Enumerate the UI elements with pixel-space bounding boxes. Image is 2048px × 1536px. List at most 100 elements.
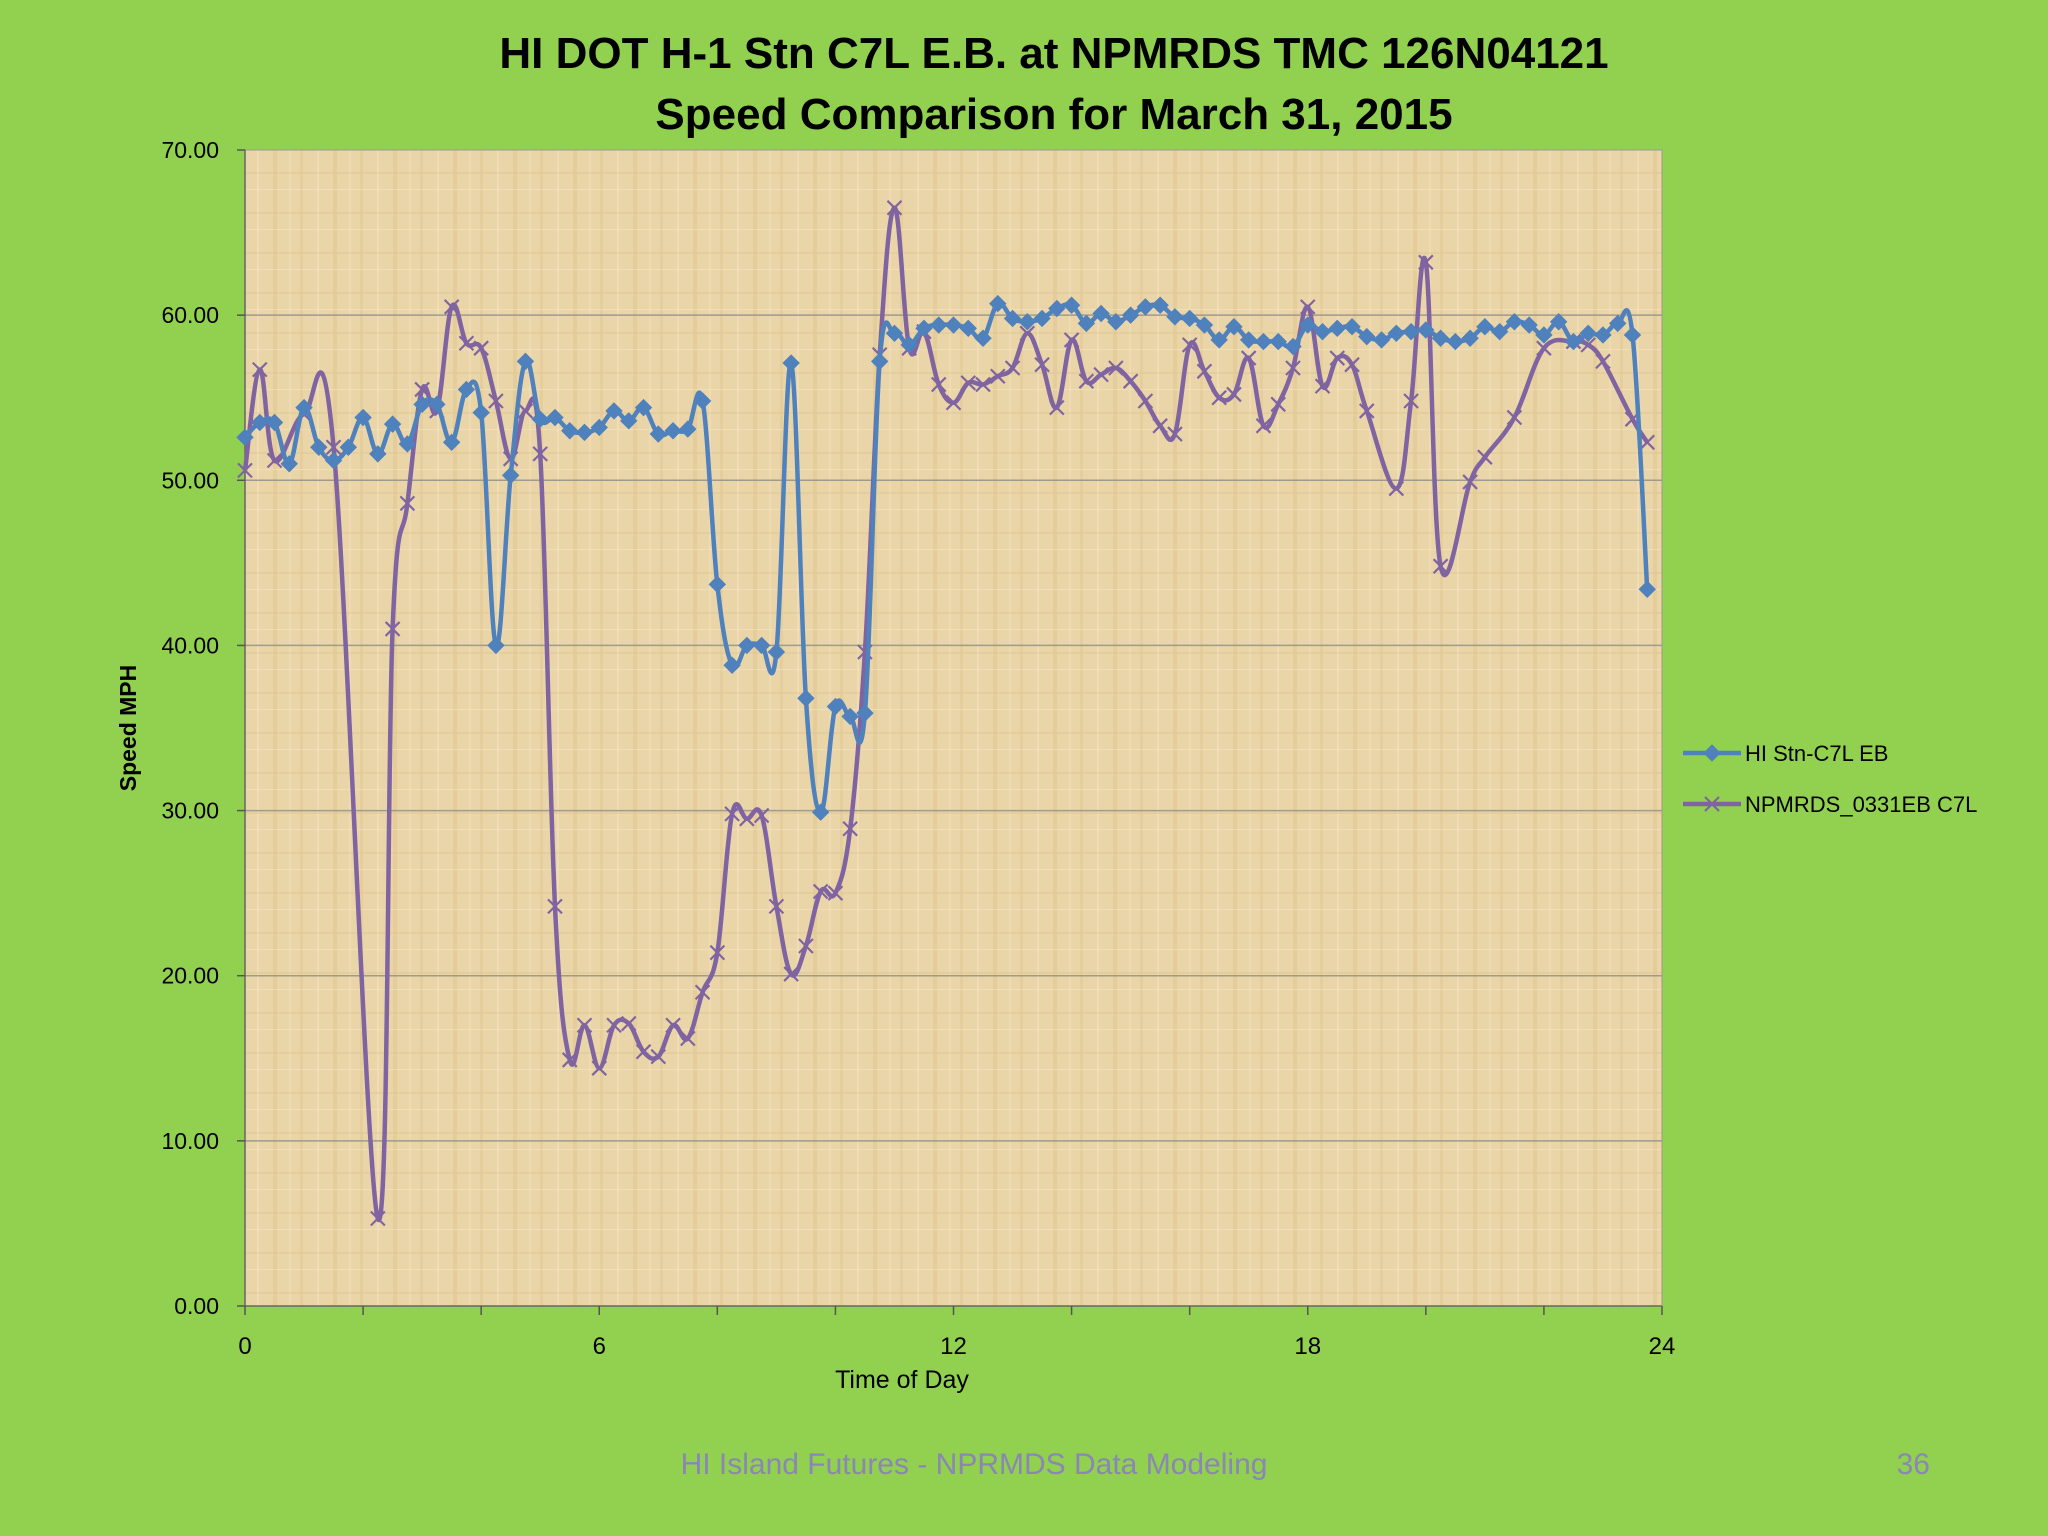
data-point [900,336,918,354]
data-point [1372,331,1391,349]
data-point [797,689,815,707]
data-point [414,381,430,398]
x-tick-label: 24 [1649,1333,1676,1360]
data-point [1034,356,1050,373]
data-point [1299,299,1316,315]
data-point [811,803,830,821]
data-point [634,398,653,417]
data-point [1432,558,1449,574]
legend-item: NPMRDS_0331EB C7L [1683,792,1977,817]
data-point [1520,316,1538,334]
data-point [1506,409,1523,426]
data-point [517,403,534,419]
data-point [680,1030,696,1047]
data-point [1108,360,1124,376]
data-point [1505,313,1524,331]
data-point [251,361,268,378]
data-point [384,621,401,637]
data-point [1639,434,1656,451]
data-point [1211,389,1227,406]
data-point [398,435,417,453]
data-point [383,415,402,433]
y-tick-label: 60.00 [161,302,219,328]
data-point [354,408,372,427]
data-point [650,1048,667,1065]
y-tick-label: 40.00 [161,632,219,658]
data-point [413,395,431,414]
data-point [1063,332,1080,348]
data-point [1418,254,1434,271]
legend-label: NPMRDS_0331EB C7L [1745,792,1977,817]
x-tick-label: 0 [238,1333,251,1360]
data-point [1638,580,1656,598]
data-point [620,1015,637,1032]
data-point [1609,314,1627,333]
data-point [266,452,283,469]
data-point [1580,337,1596,353]
data-point [399,495,416,512]
data-point [842,820,858,837]
data-point [738,636,756,655]
data-point [1004,360,1021,376]
data-point [885,324,904,343]
data-point [724,806,740,822]
data-point [590,418,608,437]
data-point [990,368,1006,385]
data-point [930,376,947,393]
data-point [369,445,387,463]
data-point [531,410,549,428]
data-point [1388,480,1405,497]
data-point [1167,426,1183,442]
data-point [325,439,342,456]
data-point [1152,418,1168,434]
data-point [1462,474,1478,490]
data-point [1195,316,1214,334]
data-point [265,413,284,432]
data-point [1359,403,1375,419]
data-point [798,938,814,954]
data-point [1417,321,1435,339]
data-point [693,392,712,410]
data-point [1477,449,1493,465]
data-point [930,316,948,334]
y-tick-label: 30.00 [161,798,219,824]
data-point [1536,340,1552,356]
data-point [1328,319,1346,338]
data-point [1107,313,1125,331]
data-point [442,433,461,452]
y-axis-label: Speed MPH [115,665,141,792]
data-point [1078,373,1095,389]
data-point [1490,322,1509,341]
data-point [1254,332,1273,351]
data-point [443,299,460,315]
y-tick-label: 70.00 [161,137,219,163]
data-point [1196,363,1213,380]
data-point [251,413,269,432]
data-point [1313,322,1332,341]
y-tick-label: 10.00 [161,1128,219,1154]
data-point [665,1017,681,1034]
data-point [1387,324,1406,343]
data-point [975,376,991,393]
data-point [752,636,771,655]
chart-subtitle: Speed Comparison for March 31, 2015 [655,90,1452,139]
x-tick-label: 12 [940,1333,967,1360]
data-point [1358,327,1376,346]
data-point [472,403,490,422]
data-point [1136,298,1155,316]
data-point [886,200,903,216]
legend: HI Stn-C7L EB NPMRDS_0331EB C7L [1683,741,1977,817]
data-point [959,319,977,338]
series-hi-stn-c7l-eb [236,294,1656,821]
data-point [280,455,298,473]
data-point [370,1210,386,1227]
data-point [516,352,535,371]
data-point [546,408,564,427]
data-point [635,1043,652,1060]
gridlines [245,314,1662,1142]
data-point [1049,399,1065,416]
data-point [339,438,358,456]
data-point [458,335,475,351]
data-point [1446,332,1465,351]
data-point [591,1060,608,1076]
